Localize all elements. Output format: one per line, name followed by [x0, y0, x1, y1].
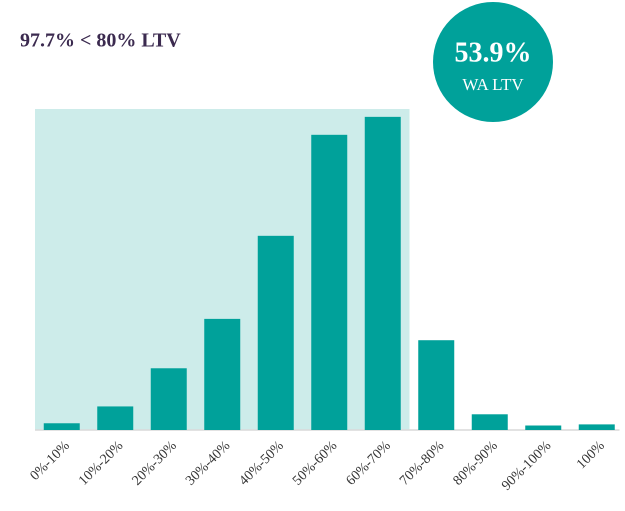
x-tick-label: 30%-40%: [183, 438, 233, 488]
bar: [364, 116, 401, 431]
chart-title: 97.7% < 80% LTV: [20, 30, 181, 52]
callout-label: WA LTV: [462, 75, 524, 94]
bar: [43, 423, 80, 430]
callout-value: 53.9%: [455, 37, 532, 68]
bar: [150, 368, 187, 430]
x-tick-label: 100%: [574, 438, 608, 472]
bar: [311, 134, 348, 430]
x-tick-label: 70%-80%: [397, 438, 447, 488]
bar: [97, 406, 134, 430]
bar: [257, 235, 294, 430]
x-tick-label: 40%-50%: [237, 438, 287, 488]
bar: [471, 414, 508, 430]
x-tick-label: 60%-70%: [344, 438, 394, 488]
x-tick-label: 0%-10%: [28, 438, 73, 483]
x-tick-label: 90%-100%: [499, 438, 554, 493]
x-tick-label: 80%-90%: [451, 438, 501, 488]
plot: 0%-10% 10%-20% 20%-30% 30%-40% 40%-50% 50%-60…: [28, 109, 620, 494]
callout-circle: [433, 2, 553, 122]
bar: [578, 424, 615, 430]
x-tick-label: 50%-60%: [290, 438, 340, 488]
x-tick-label: 10%-20%: [76, 438, 126, 488]
bar: [525, 425, 562, 430]
bar: [204, 318, 241, 430]
x-tick-label: 20%-30%: [130, 438, 180, 488]
bar: [418, 340, 455, 430]
